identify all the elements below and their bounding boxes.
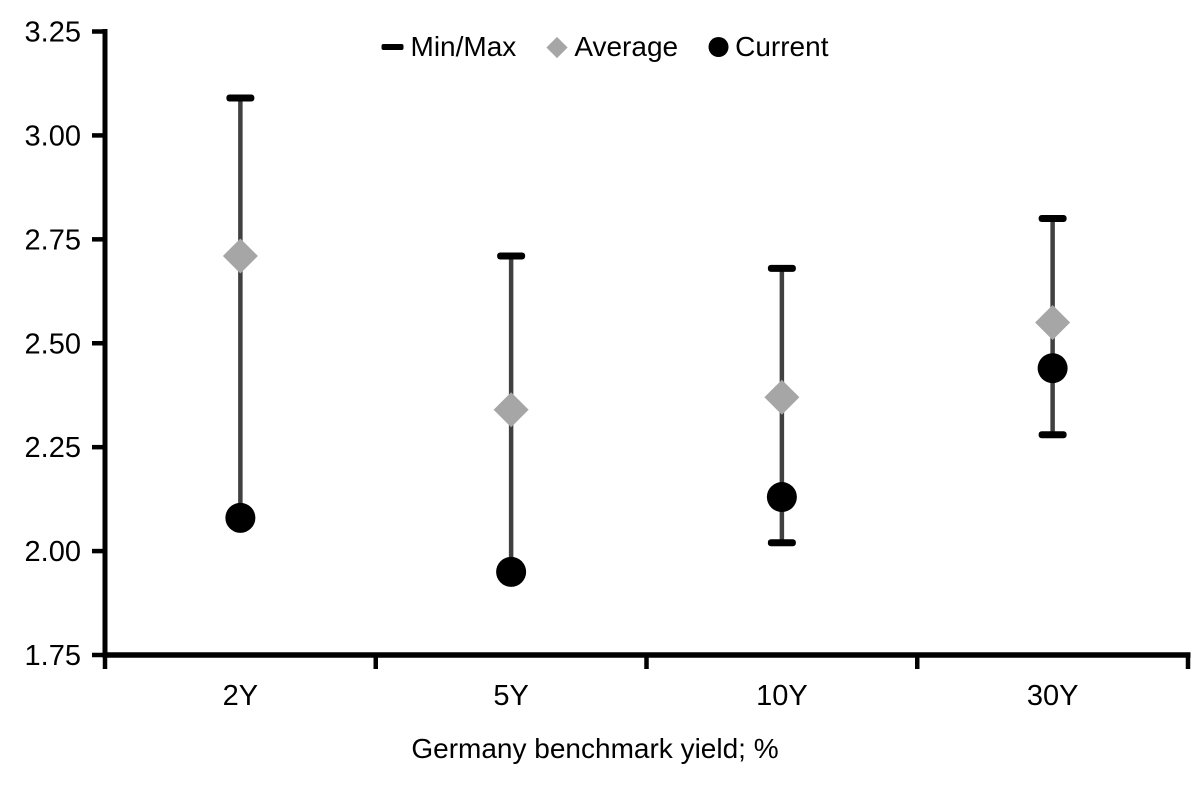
x-tick-label-2Y: 2Y [223, 680, 258, 712]
legend-minmax-label: Min/Max [410, 31, 517, 62]
average-marker-2Y [222, 238, 258, 274]
legend-average-label: Average [574, 31, 679, 62]
minmax-dash-icon [381, 44, 404, 50]
y-tick-label-1.75: 1.75 [25, 640, 81, 672]
x-axis-title: Germany benchmark yield; % [411, 733, 779, 764]
current-marker-2Y [225, 502, 256, 533]
y-tick-label-3.00: 3.00 [25, 120, 81, 152]
x-tick-label-5Y: 5Y [493, 680, 528, 712]
min-cap-10Y [767, 539, 796, 547]
min-cap-30Y [1038, 431, 1067, 439]
legend-item-average: Average [546, 30, 678, 64]
y-tick-label-3.25: 3.25 [25, 17, 81, 49]
average-marker-30Y [1035, 304, 1071, 340]
chart-legend: Min/Max Average Current [381, 30, 828, 64]
average-marker-5Y [493, 392, 529, 428]
max-cap-5Y [497, 252, 526, 260]
y-tick-label-2.25: 2.25 [25, 432, 81, 464]
current-marker-5Y [496, 556, 527, 587]
current-marker-30Y [1037, 353, 1068, 384]
current-circle-icon [708, 37, 729, 57]
legend-item-minmax: Min/Max [381, 30, 517, 64]
legend-item-current: Current [708, 30, 828, 64]
current-marker-10Y [766, 482, 797, 513]
x-tick-label-10Y: 10Y [756, 680, 808, 712]
average-diamond-icon [546, 36, 568, 58]
legend-current-label: Current [735, 31, 829, 62]
y-tick-label-2.00: 2.00 [25, 536, 81, 568]
max-cap-10Y [767, 264, 796, 272]
average-marker-10Y [764, 379, 800, 415]
y-tick-label-2.75: 2.75 [25, 224, 81, 256]
max-cap-2Y [226, 94, 255, 102]
y-tick-label-2.50: 2.50 [25, 328, 81, 360]
max-cap-30Y [1038, 215, 1067, 223]
x-tick-label-30Y: 30Y [1027, 680, 1079, 712]
